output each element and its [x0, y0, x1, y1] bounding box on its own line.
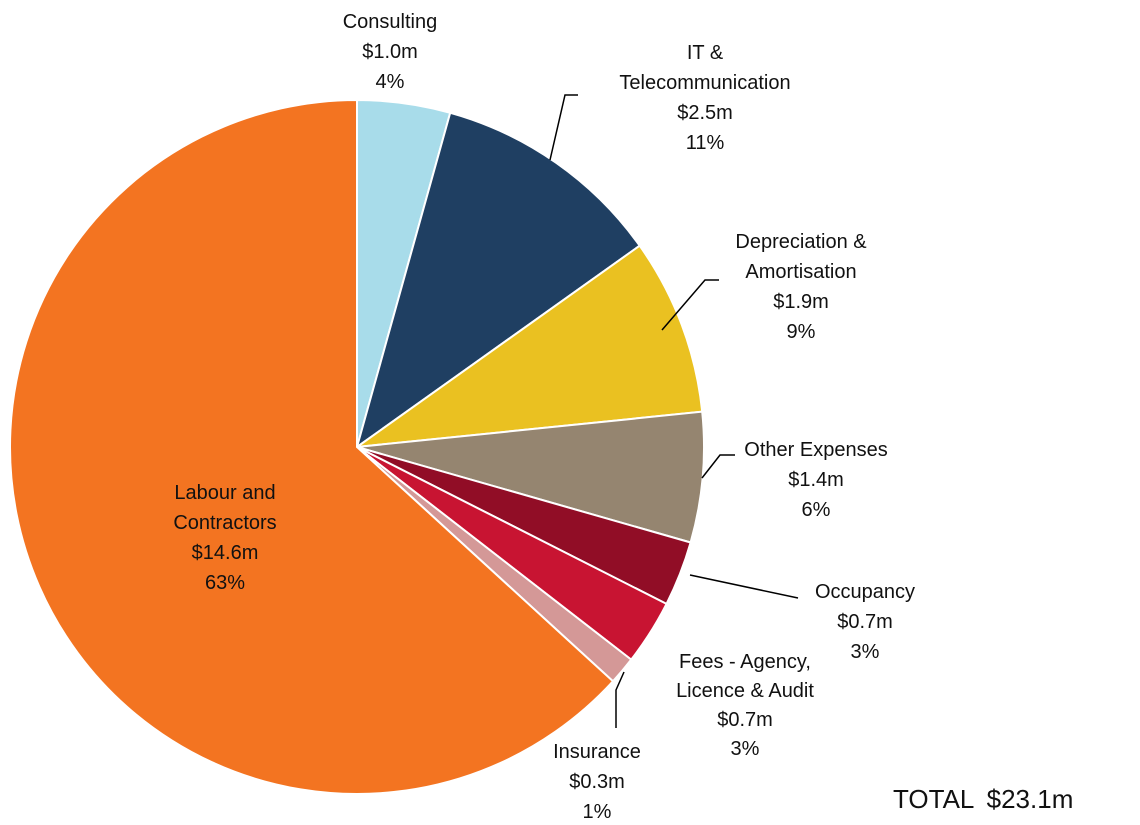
slice-value-label: $14.6m — [192, 542, 259, 564]
slice-category-line: Telecommunication — [619, 72, 790, 94]
slice-value-label: $1.9m — [773, 291, 829, 313]
slice-percent-label: 6% — [802, 499, 831, 521]
slice-label-7: Labour and Contractors $14.6m 63% — [173, 482, 276, 594]
slice-category-line: Consulting — [343, 11, 438, 33]
slice-category-line: IT & — [687, 42, 724, 64]
slice-label-0: Consulting $1.0m 4% — [343, 11, 438, 93]
slice-percent-label: 63% — [205, 572, 245, 594]
slice-label-1: IT & Telecommunication $2.5m 11% — [619, 42, 790, 154]
slice-label-6: Insurance $0.3m 1% — [553, 741, 641, 823]
leader-line-1 — [549, 94, 578, 161]
slice-category-line: Labour and — [174, 482, 275, 504]
leader-lines — [549, 94, 799, 728]
total-annotation: TOTAL $23.1m — [893, 784, 1073, 814]
slice-category-line: Fees - Agency, — [679, 651, 811, 673]
slice-labels: Consulting $1.0m 4% IT & Telecommunication $2… — [173, 11, 915, 823]
slice-category-line: Contractors — [173, 512, 276, 534]
pie-slice-7 — [9, 98, 615, 795]
slice-label-5: Fees - Agency, Licence & Audit $0.7m 3% — [676, 651, 814, 760]
slice-label-4: Occupancy $0.7m 3% — [815, 581, 915, 663]
slice-category-line: Occupancy — [815, 581, 915, 603]
pie-slice-2 — [353, 244, 704, 449]
slice-category-line: Depreciation & — [735, 231, 867, 253]
slice-category-line: Amortisation — [745, 261, 856, 283]
slice-label-3: Other Expenses $1.4m 6% — [744, 439, 887, 521]
slice-value-label: $1.0m — [362, 41, 418, 63]
slice-value-label: $0.7m — [717, 709, 773, 731]
leader-line-4 — [689, 574, 799, 599]
slice-value-label: $0.7m — [837, 611, 893, 633]
slice-category-line: Other Expenses — [744, 439, 887, 461]
slice-category-line: Insurance — [553, 741, 641, 763]
slice-category-line: Licence & Audit — [676, 680, 814, 702]
slice-label-2: Depreciation & Amortisation $1.9m 9% — [735, 231, 867, 343]
total-label: TOTAL — [893, 784, 974, 814]
slice-value-label: $2.5m — [677, 102, 733, 124]
pie-slices — [9, 98, 705, 795]
leader-line-6 — [615, 671, 625, 728]
total-value: $23.1m — [987, 784, 1074, 814]
leader-line-3 — [701, 454, 735, 479]
slice-percent-label: 9% — [787, 321, 816, 343]
slice-percent-label: 3% — [731, 738, 760, 760]
slice-value-label: $0.3m — [569, 771, 625, 793]
slice-percent-label: 3% — [851, 641, 880, 663]
slice-percent-label: 4% — [376, 71, 405, 93]
slice-percent-label: 1% — [583, 801, 612, 823]
slice-percent-label: 11% — [686, 132, 725, 154]
slice-value-label: $1.4m — [788, 469, 844, 491]
leader-line-2 — [661, 279, 719, 331]
pie-slice-1 — [355, 111, 642, 450]
